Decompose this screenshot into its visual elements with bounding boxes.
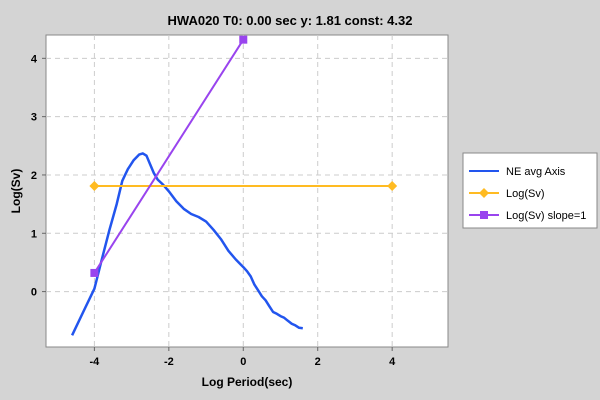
x-tick-label: 0: [240, 356, 246, 368]
legend-diamond-icon: [479, 188, 489, 198]
axis-ticks: -4 -2 0 2 4 0 1 2 3 4: [31, 53, 396, 368]
legend-entry-label: NE avg Axis: [506, 166, 566, 178]
data-point-square: [90, 268, 99, 277]
legend-entry-label: Log(Sv): [506, 188, 545, 200]
series-line-0: [70, 152, 303, 336]
series-line-2: [93, 39, 245, 274]
y-tick-label: 3: [31, 112, 37, 124]
x-tick-label: 2: [315, 356, 321, 368]
data-point-diamond: [387, 181, 398, 192]
legend-entry-label: Log(Sv) slope=1: [506, 210, 586, 222]
data-point-diamond: [89, 181, 100, 192]
data-point-square: [239, 35, 248, 44]
x-axis-label: Log Period(sec): [202, 375, 293, 389]
series-layer: [70, 35, 398, 336]
y-tick-label: 1: [31, 228, 37, 240]
x-tick-label: -4: [89, 356, 100, 368]
y-tick-label: 2: [31, 170, 37, 182]
legend-square-icon: [480, 211, 488, 219]
y-axis-label: Log(Sv): [9, 169, 23, 214]
y-tick-label: 0: [31, 287, 37, 299]
chart-title: HWA020 T0: 0.00 sec y: 1.81 const: 4.32: [168, 13, 413, 28]
legend: NE avg Axis Log(Sv) Log(Sv) slope=1: [462, 152, 598, 229]
plot-area: [45, 34, 449, 348]
x-tick-label: -2: [164, 356, 174, 368]
y-tick-label: 4: [31, 53, 38, 65]
x-tick-label: 4: [389, 356, 396, 368]
